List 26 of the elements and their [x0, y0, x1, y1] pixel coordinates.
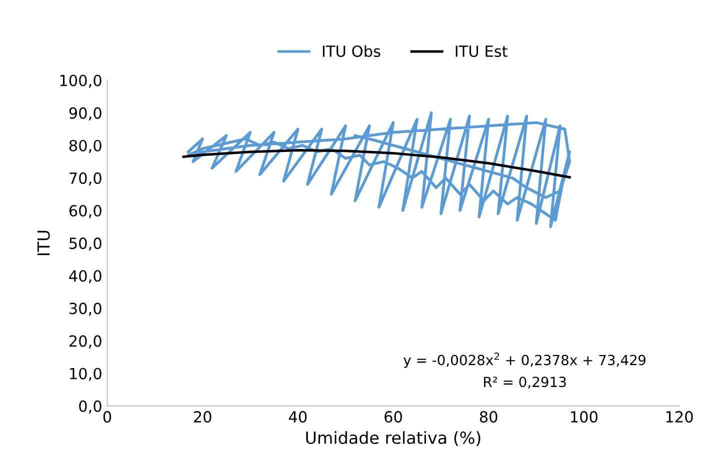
x-tick-label: 100 [571, 411, 598, 423]
x-tick-label: 40 [288, 411, 307, 423]
annotation: R² = 0,2913 [484, 376, 566, 389]
y-tick-label: 60,0 [69, 204, 102, 218]
y-axis-title: ITU [37, 230, 50, 256]
y-tick-label: 70,0 [70, 172, 102, 186]
x-tick-label: 80 [480, 411, 498, 423]
x-tick-label: 120 [666, 411, 693, 423]
x-tick-label: 60 [384, 411, 402, 423]
y-tick-label: 30,0 [70, 302, 102, 316]
x-tick-label: 0 [103, 411, 112, 423]
y-tick-label: 90,0 [69, 107, 102, 120]
line-series [182, 149, 571, 179]
y-tick-label: 80,0 [69, 140, 102, 153]
legend-label: ITU Obs [322, 45, 380, 58]
x-tick-label: 20 [194, 411, 212, 423]
legend-label: ITU Est [456, 46, 508, 58]
y-tick-label: 40,0 [69, 270, 102, 284]
y-tick-label: 10,0 [70, 368, 102, 381]
y-tick-label: 50,0 [70, 238, 102, 251]
y-tick-label: 0,0 [79, 400, 102, 414]
x-axis-title: Umidade relativa (%) [306, 431, 480, 446]
annotation: y = -0,0028x$^{2}$ + 0,2378x + 73,429 [404, 352, 646, 368]
line-series [186, 111, 572, 228]
y-tick-label: 20,0 [69, 335, 102, 348]
y-tick-label: 100,0 [60, 74, 102, 88]
